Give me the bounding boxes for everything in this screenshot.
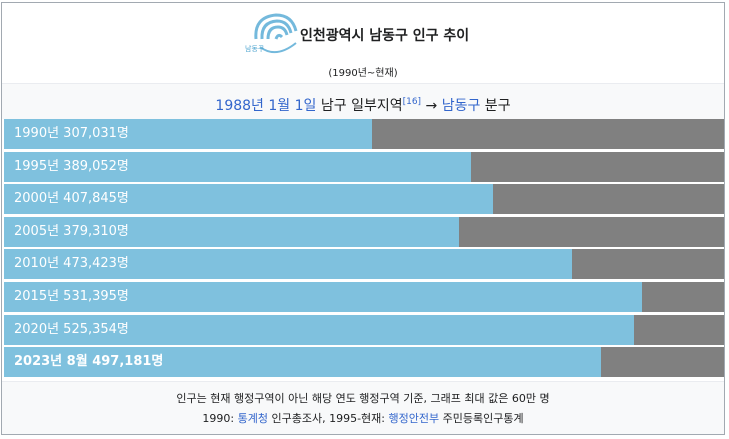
bar-label: 2023년 8월 497,181명: [14, 354, 164, 370]
note-text: 남구 일부지역: [316, 98, 403, 114]
bar-row: 2023년 8월 497,181명: [4, 347, 724, 378]
bar-label: 2000년 407,845명: [14, 191, 129, 207]
statistics-korea-link[interactable]: 통계청: [237, 412, 268, 425]
reference-link[interactable]: [16]: [402, 97, 422, 107]
district-link[interactable]: 남동구: [441, 98, 481, 114]
ministry-link[interactable]: 행정안전부: [388, 412, 440, 425]
bar-label: 2005년 379,310명: [14, 223, 129, 239]
bar-fill: [4, 216, 459, 247]
bar-fill: [4, 151, 471, 182]
chart-title: 인천광역시 남동구 인구 추이: [300, 28, 470, 44]
population-bars: 1990년 307,031명 1995년 389,052명 2000년 407,84…: [4, 119, 724, 380]
bar-row: 2010년 473,423명: [4, 249, 724, 280]
population-infobox: 남동구 인천광역시 남동구 인구 추이 (1990년~현재) 1988년 1월 …: [1, 2, 725, 435]
logo-text: 남동구: [245, 45, 265, 53]
bar-fill: [4, 281, 642, 312]
namdong-gu-logo-icon: [254, 13, 298, 54]
bar-label: 1990년 307,031명: [14, 126, 129, 141]
bar-fill: [4, 249, 572, 280]
chart-subtitle: (1990년~현재): [328, 68, 398, 79]
footer-sources: 1990: 통계청 인구총조사, 1995-현재: 행정안전부 주민등록인구통계: [2, 410, 724, 426]
bar-label: 2015년 531,395명: [14, 288, 129, 304]
note-text-end: 분구: [480, 98, 511, 114]
source-middle: 인구총조사, 1995-현재:: [268, 412, 389, 425]
bar-fill: [4, 347, 601, 378]
bar-label: 2020년 525,354명: [14, 321, 129, 337]
date-link[interactable]: 1988년 1월 1일: [215, 98, 317, 114]
bar-row: 2005년 379,310명: [4, 216, 724, 247]
bar-row: 1990년 307,031명: [4, 119, 724, 149]
source-prefix: 1990:: [202, 412, 238, 425]
bar-fill: [4, 314, 634, 345]
footer-note: 인구는 현재 행정구역이 아닌 해당 연도 행정구역 기준, 그래프 최대 값은…: [176, 392, 550, 405]
bar-row: 2000년 407,845명: [4, 184, 724, 215]
bar-label: 1995년 389,052명: [14, 158, 129, 174]
note-arrow: →: [421, 98, 442, 114]
bar-row: 2015년 531,395명: [4, 281, 724, 312]
history-note: 1988년 1월 1일 남구 일부지역[16] → 남동구 분구: [2, 83, 724, 119]
source-suffix: 주민등록인구통계: [439, 412, 524, 425]
infobox-header: 남동구 인천광역시 남동구 인구 추이 (1990년~현재): [2, 3, 724, 83]
bar-row: 2020년 525,354명: [4, 314, 724, 345]
bar-fill: [4, 184, 493, 215]
bar-fill: [4, 119, 372, 149]
bar-row: 1995년 389,052명: [4, 151, 724, 182]
infobox-footer: 인구는 현재 행정구역이 아닌 해당 연도 행정구역 기준, 그래프 최대 값은…: [2, 381, 724, 434]
bar-label: 2010년 473,423명: [14, 256, 129, 272]
